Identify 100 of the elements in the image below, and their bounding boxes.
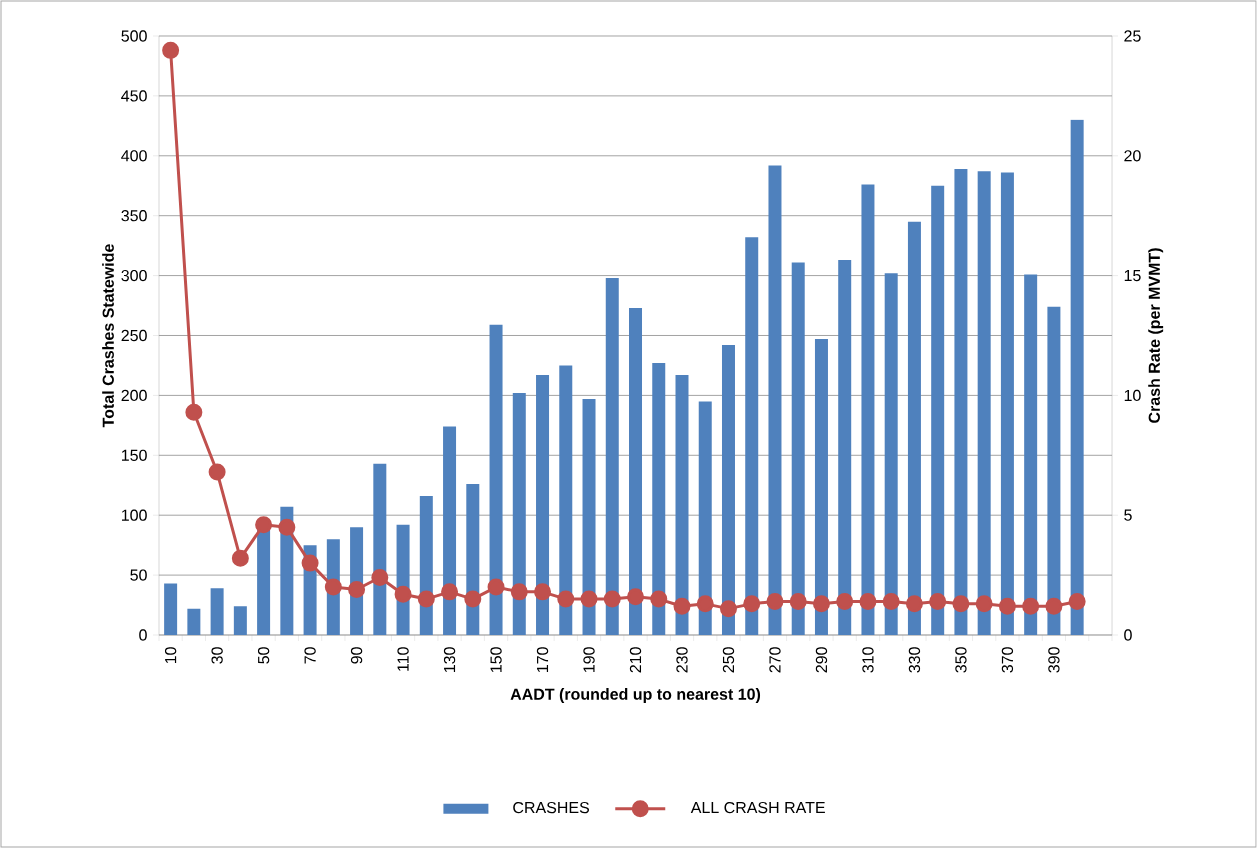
point bbox=[534, 583, 552, 601]
bar bbox=[605, 277, 619, 635]
bar bbox=[1000, 172, 1014, 635]
x-tick-label: 150 bbox=[490, 647, 502, 672]
bar bbox=[931, 185, 945, 635]
legend-label: CRASHES bbox=[513, 801, 590, 814]
x-tick-label: 330 bbox=[908, 647, 921, 673]
point bbox=[836, 592, 854, 610]
x-axis-title: AADT (rounded up to nearest 10) bbox=[510, 688, 761, 704]
bar bbox=[210, 588, 224, 635]
y-tick-label: 350 bbox=[121, 210, 147, 222]
bar bbox=[884, 273, 898, 635]
bar bbox=[187, 608, 201, 635]
y-tick-label: 400 bbox=[121, 150, 147, 162]
bar bbox=[443, 426, 457, 635]
point bbox=[185, 403, 203, 421]
point bbox=[580, 590, 598, 608]
x-tick-label: 190 bbox=[583, 647, 595, 672]
bar bbox=[907, 221, 921, 635]
bar bbox=[745, 237, 759, 635]
y2-tick-label: 10 bbox=[1124, 389, 1141, 402]
point bbox=[255, 516, 273, 534]
point bbox=[394, 585, 412, 603]
bar bbox=[1070, 119, 1084, 635]
bar bbox=[954, 168, 968, 635]
x-tick-label: 310 bbox=[862, 647, 874, 673]
point bbox=[1045, 597, 1063, 615]
x-tick-label: 350 bbox=[955, 647, 967, 673]
point bbox=[301, 554, 319, 572]
y-tick-label: 500 bbox=[121, 30, 147, 42]
bar bbox=[838, 260, 852, 635]
x-tick-label: 230 bbox=[676, 647, 688, 673]
point bbox=[557, 590, 575, 608]
y2-tick-label: 20 bbox=[1124, 150, 1141, 162]
point bbox=[673, 597, 691, 615]
point bbox=[603, 590, 621, 608]
x-tick-label: 210 bbox=[629, 647, 642, 673]
point bbox=[719, 600, 737, 618]
point bbox=[487, 578, 505, 596]
y-tick-label: 0 bbox=[139, 629, 147, 641]
x-tick-label: 110 bbox=[397, 647, 409, 671]
point bbox=[348, 580, 366, 598]
y2-tick-label: 0 bbox=[1124, 629, 1132, 641]
x-tick-label: 30 bbox=[211, 647, 223, 664]
y-tick-label: 150 bbox=[122, 449, 147, 461]
point bbox=[766, 592, 784, 610]
point bbox=[743, 595, 761, 613]
point bbox=[859, 592, 877, 610]
point bbox=[208, 463, 226, 481]
point bbox=[929, 592, 947, 610]
bar bbox=[768, 165, 782, 635]
bar bbox=[629, 307, 643, 635]
x-tick-label: 370 bbox=[1001, 647, 1014, 673]
point bbox=[510, 583, 528, 601]
y2-tick-label: 25 bbox=[1124, 30, 1141, 42]
point bbox=[371, 569, 389, 586]
x-tick-label: 290 bbox=[815, 647, 828, 673]
point bbox=[1022, 597, 1040, 615]
y-tick-label: 450 bbox=[121, 90, 147, 102]
y-tick-label: 100 bbox=[122, 509, 147, 521]
y-tick-label: 250 bbox=[121, 329, 147, 342]
point bbox=[882, 592, 900, 610]
bar bbox=[582, 398, 596, 635]
bar bbox=[675, 375, 689, 635]
x-tick-label: 250 bbox=[722, 647, 735, 673]
point bbox=[998, 597, 1016, 615]
point bbox=[441, 583, 459, 601]
y-tick-label: 200 bbox=[121, 389, 147, 402]
bar bbox=[1047, 306, 1061, 635]
x-tick-label: 270 bbox=[769, 647, 781, 673]
point bbox=[278, 518, 296, 536]
x-tick-label: 170 bbox=[536, 647, 549, 672]
x-tick-label: 50 bbox=[257, 647, 270, 664]
bar bbox=[536, 375, 550, 635]
bar bbox=[861, 184, 875, 635]
point bbox=[975, 595, 993, 613]
bar bbox=[791, 262, 805, 635]
y2-axis-title: Crash Rate (per MVMT) bbox=[1148, 248, 1164, 423]
x-tick-label: 130 bbox=[443, 647, 456, 672]
bar bbox=[164, 583, 178, 635]
bar bbox=[559, 365, 573, 635]
point bbox=[650, 590, 668, 608]
y-tick-label: 50 bbox=[130, 569, 147, 581]
bar bbox=[1024, 274, 1038, 635]
bar bbox=[814, 339, 828, 635]
point bbox=[417, 590, 435, 608]
y2-tick-label: 5 bbox=[1124, 509, 1132, 521]
x-tick-label: 70 bbox=[304, 647, 316, 664]
y2-tick-label: 15 bbox=[1124, 270, 1141, 282]
x-tick-label: 10 bbox=[164, 647, 177, 664]
legend-label: ALL CRASH RATE bbox=[690, 801, 825, 814]
bar bbox=[698, 401, 712, 635]
point bbox=[231, 549, 249, 567]
point bbox=[324, 578, 342, 596]
bar bbox=[233, 606, 247, 635]
y-axis-title: Total Crashes Statewide bbox=[102, 244, 114, 428]
point bbox=[627, 588, 645, 606]
bar bbox=[977, 171, 991, 635]
point bbox=[696, 595, 714, 613]
bar bbox=[373, 463, 387, 635]
